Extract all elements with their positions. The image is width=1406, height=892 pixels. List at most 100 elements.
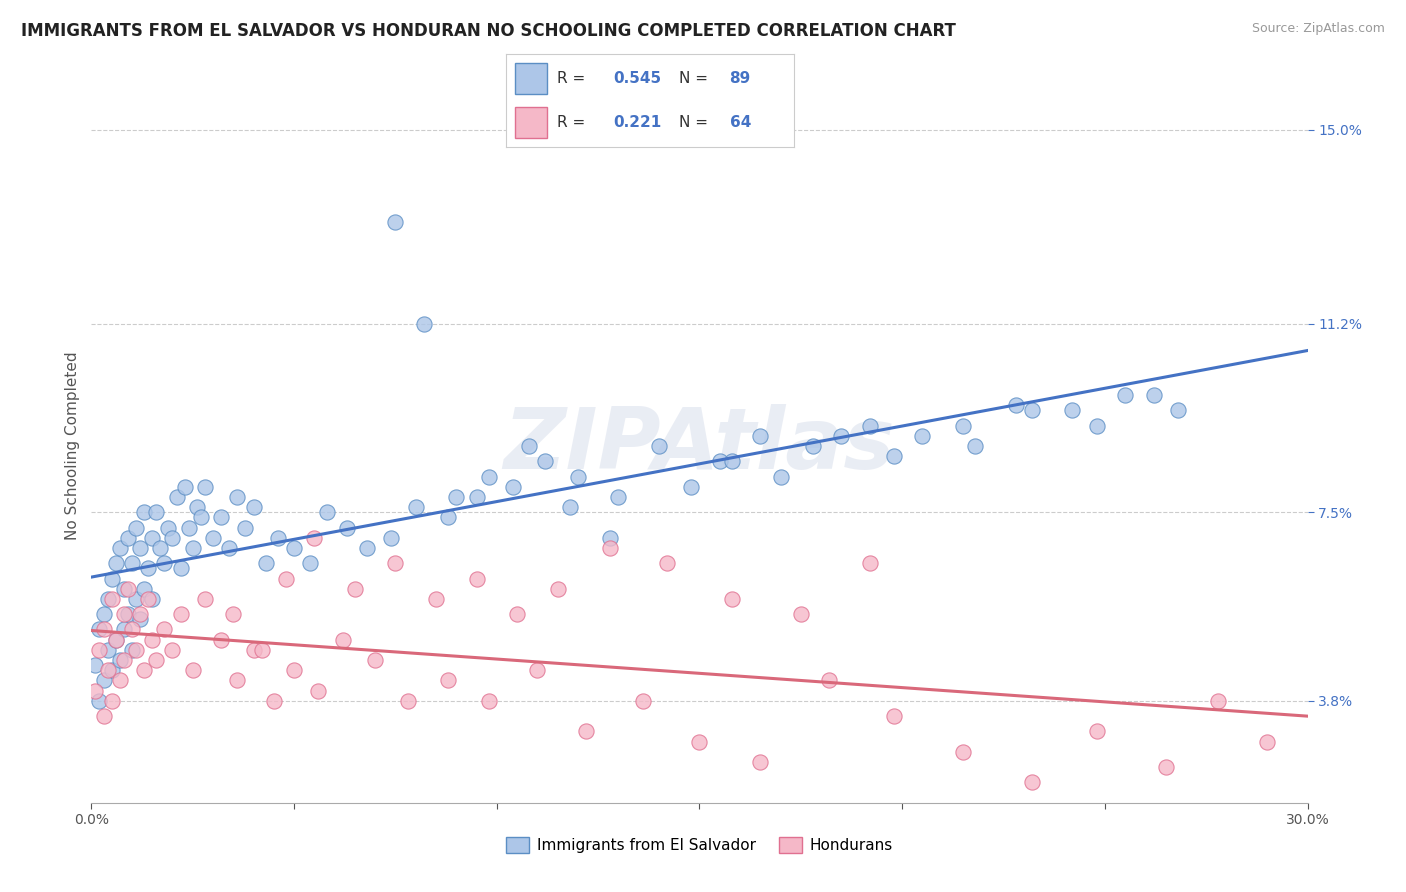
Point	[859, 418, 882, 433]
Point	[502, 480, 524, 494]
Point	[437, 510, 460, 524]
Point	[136, 561, 159, 575]
Point	[121, 623, 143, 637]
Point	[141, 591, 163, 606]
Y-axis label: No Schooling Completed: No Schooling Completed	[65, 351, 80, 541]
Point	[132, 663, 155, 677]
Point	[141, 531, 163, 545]
Point	[136, 591, 159, 606]
Point	[283, 663, 305, 677]
Point	[235, 520, 257, 534]
Point	[250, 643, 273, 657]
Point	[709, 454, 731, 468]
Point	[169, 607, 191, 622]
Point	[749, 755, 772, 769]
Point	[84, 683, 107, 698]
Point	[186, 500, 208, 515]
Point	[218, 541, 240, 555]
Point	[132, 505, 155, 519]
Point	[567, 469, 589, 483]
Point	[226, 673, 249, 688]
FancyBboxPatch shape	[515, 63, 547, 94]
Point	[100, 694, 122, 708]
FancyBboxPatch shape	[515, 107, 547, 138]
Point	[648, 439, 671, 453]
Point	[688, 734, 710, 748]
Point	[1004, 398, 1026, 412]
Point	[405, 500, 427, 515]
Point	[465, 572, 488, 586]
Text: N =: N =	[679, 70, 709, 86]
Point	[145, 505, 167, 519]
Point	[911, 429, 934, 443]
Point	[307, 683, 329, 698]
Point	[631, 694, 654, 708]
Point	[157, 520, 180, 534]
Point	[558, 500, 581, 515]
Point	[332, 632, 354, 647]
Point	[952, 745, 974, 759]
Point	[93, 673, 115, 688]
Point	[883, 449, 905, 463]
Point	[364, 653, 387, 667]
Point	[112, 607, 135, 622]
Text: N =: N =	[679, 115, 709, 130]
Point	[100, 591, 122, 606]
Point	[125, 591, 148, 606]
Point	[818, 673, 841, 688]
Point	[599, 531, 621, 545]
Point	[125, 643, 148, 657]
Point	[194, 480, 217, 494]
Point	[534, 454, 557, 468]
Point	[153, 556, 176, 570]
Point	[153, 623, 176, 637]
Point	[343, 582, 366, 596]
Point	[209, 510, 232, 524]
Point	[181, 663, 204, 677]
Point	[104, 632, 127, 647]
Point	[141, 632, 163, 647]
Point	[1021, 775, 1043, 789]
Point	[655, 556, 678, 570]
Point	[181, 541, 204, 555]
Point	[599, 541, 621, 555]
Point	[89, 694, 111, 708]
Point	[356, 541, 378, 555]
Point	[547, 582, 569, 596]
Point	[444, 490, 467, 504]
Point	[112, 623, 135, 637]
Point	[121, 643, 143, 657]
Point	[100, 663, 122, 677]
Point	[506, 607, 529, 622]
Point	[965, 439, 987, 453]
Point	[226, 490, 249, 504]
Point	[162, 643, 184, 657]
Point	[396, 694, 419, 708]
Point	[299, 556, 322, 570]
Point	[202, 531, 225, 545]
Text: IMMIGRANTS FROM EL SALVADOR VS HONDURAN NO SCHOOLING COMPLETED CORRELATION CHART: IMMIGRANTS FROM EL SALVADOR VS HONDURAN …	[21, 22, 956, 40]
Point	[1142, 388, 1164, 402]
Point	[801, 439, 824, 453]
Text: 0.545: 0.545	[613, 70, 661, 86]
Point	[117, 607, 139, 622]
Point	[108, 653, 131, 667]
Text: 89: 89	[730, 70, 751, 86]
Point	[1114, 388, 1136, 402]
Point	[129, 541, 152, 555]
Point	[721, 454, 744, 468]
Point	[166, 490, 188, 504]
Point	[100, 572, 122, 586]
Point	[465, 490, 488, 504]
Point	[121, 556, 143, 570]
Point	[173, 480, 195, 494]
Point	[1154, 760, 1177, 774]
Point	[830, 429, 852, 443]
Point	[304, 531, 326, 545]
Point	[1208, 694, 1230, 708]
Point	[254, 556, 277, 570]
Point	[242, 500, 264, 515]
Point	[132, 582, 155, 596]
Point	[194, 591, 217, 606]
Point	[267, 531, 290, 545]
